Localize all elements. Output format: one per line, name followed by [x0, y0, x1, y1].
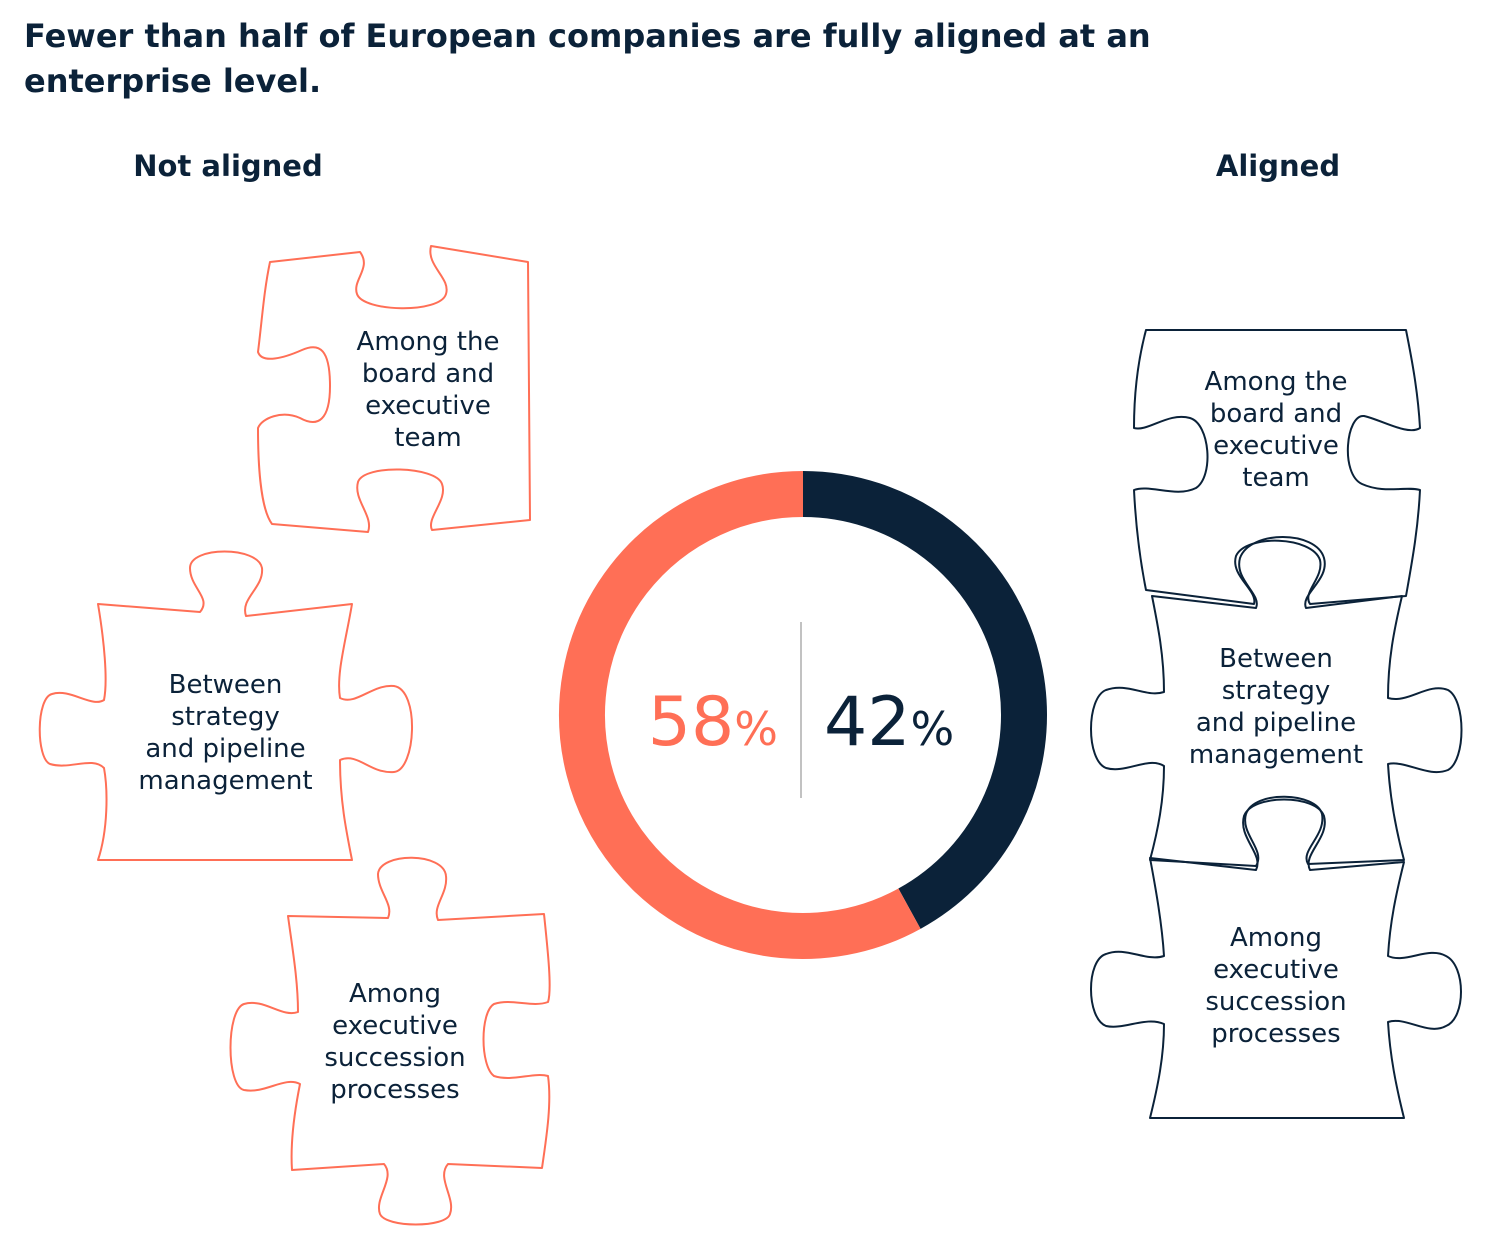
not-aligned-label: Not aligned — [133, 149, 323, 183]
not-aligned-percent: 58% — [560, 678, 778, 768]
not-aligned-board-text: Among the board and executive team — [356, 327, 500, 453]
not-aligned-pieces — [38, 245, 551, 1226]
aligned-percent-unit: % — [910, 702, 955, 756]
donut-chart — [559, 471, 1047, 959]
not-aligned-succession-text: Among executive succession processes — [324, 979, 466, 1105]
puzzle-piece-not-aligned-strategy — [38, 550, 413, 861]
aligned-percent-number: 42 — [824, 683, 911, 762]
aligned-strategy-text: Between strategy and pipeline management — [1188, 644, 1364, 770]
donut-segment-not-aligned — [559, 471, 921, 959]
aligned-percent: 42% — [824, 678, 1024, 768]
aligned-label: Aligned — [1215, 149, 1341, 183]
chart-title: Fewer than half of European companies ar… — [24, 17, 1151, 100]
puzzle-piece-not-aligned-succession — [229, 856, 551, 1226]
not-aligned-strategy-text: Between strategy and pipeline management — [138, 670, 313, 796]
aligned-board-text: Among the board and executive team — [1204, 367, 1348, 493]
puzzle-piece-aligned-succession — [1090, 798, 1462, 1119]
not-aligned-percent-unit: % — [734, 702, 778, 756]
puzzle-piece-not-aligned-board — [257, 245, 531, 533]
aligned-succession-text: Among executive succession processes — [1205, 923, 1347, 1049]
not-aligned-percent-number: 58 — [647, 683, 735, 762]
puzzle-piece-aligned-board — [1133, 329, 1421, 605]
aligned-pieces — [1090, 329, 1463, 1119]
puzzle-piece-aligned-strategy — [1090, 536, 1463, 867]
donut-segment-aligned — [802, 471, 1047, 929]
